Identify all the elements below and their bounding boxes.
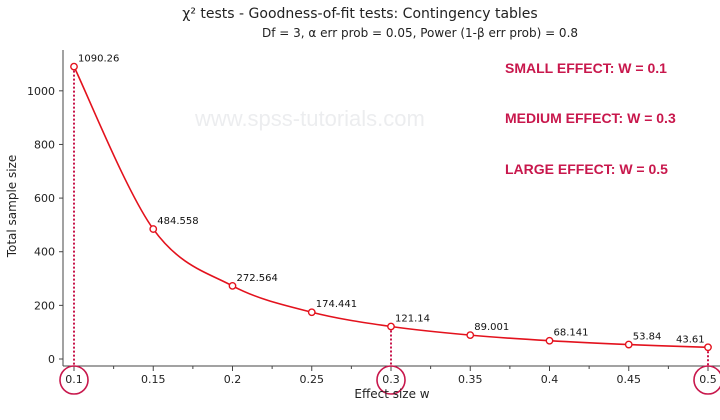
x-tick-label-4: 0.3 [382,373,400,386]
y-tick-label-3: 600 [34,192,55,205]
series-layer [59,62,720,395]
highlight-tick-circle-2 [693,365,720,395]
y-tick-label-0: 0 [48,353,55,366]
data-label-3: 174.441 [316,299,357,310]
data-label-1: 484.558 [157,216,198,227]
data-point-6 [545,336,554,345]
x-axis-label: Effect size w [354,387,429,401]
data-point-5 [466,331,475,340]
x-tick-label-5: 0.35 [458,373,483,386]
x-tick-label-7: 0.45 [617,373,642,386]
x-tick-label-2: 0.2 [224,373,242,386]
y-tick-label-1: 200 [34,299,55,312]
small-effect-note: SMALL EFFECT: W = 0.1 [505,60,667,76]
data-label-0: 1090.26 [78,54,119,65]
data-label-8: 43.61 [676,334,705,345]
y-axis-label: Total sample size [5,155,19,259]
highlight-tick-circle-0 [59,365,89,395]
data-point-1 [149,225,158,233]
data-point-3 [307,308,316,317]
medium-effect-note: MEDIUM EFFECT: W = 0.3 [505,110,676,126]
y-tick-label-4: 800 [34,138,55,151]
data-point-0 [70,62,78,71]
point-labels: 1090.26 484.558 272.564 174.441 121.14 89.001… [78,54,705,346]
x-tick-label-1: 0.15 [141,373,166,386]
data-point-4 [387,322,395,331]
data-label-4: 121.14 [395,314,430,325]
watermark-text: www.spss-tutorials.com [194,106,425,131]
x-tick-label-3: 0.25 [300,373,325,386]
data-label-6: 68.141 [554,328,589,339]
data-label-2: 272.564 [237,273,278,284]
chart-subtitle: Df = 3, α err prob = 0.05, Power (1-β er… [261,26,579,40]
effect-annotations: SMALL EFFECT: W = 0.1 MEDIUM EFFECT: W =… [505,60,676,177]
data-point-2 [228,282,237,290]
y-tick-label-5: 1000 [27,85,55,98]
x-tick-label-8: 0.5 [699,373,717,386]
x-tick-label-6: 0.4 [541,373,559,386]
data-label-7: 53.84 [633,332,662,343]
watermark-layer: www.spss-tutorials.com [194,106,425,131]
chart-title: χ² tests - Goodness-of-fit tests: Contin… [182,6,538,22]
x-tick-label-0: 0.1 [65,373,83,386]
data-label-5: 89.001 [474,322,509,333]
highlight-tick-circle-1 [376,365,406,395]
large-effect-note: LARGE EFFECT: W = 0.5 [505,161,668,177]
y-tick-label-2: 400 [34,246,55,259]
data-point-7 [624,340,633,349]
data-point-8 [704,343,712,352]
axes: 0 200 400 600 800 1000 0.1 0.15 0.2 0.25 0.3 0.35 0.… [27,50,720,386]
